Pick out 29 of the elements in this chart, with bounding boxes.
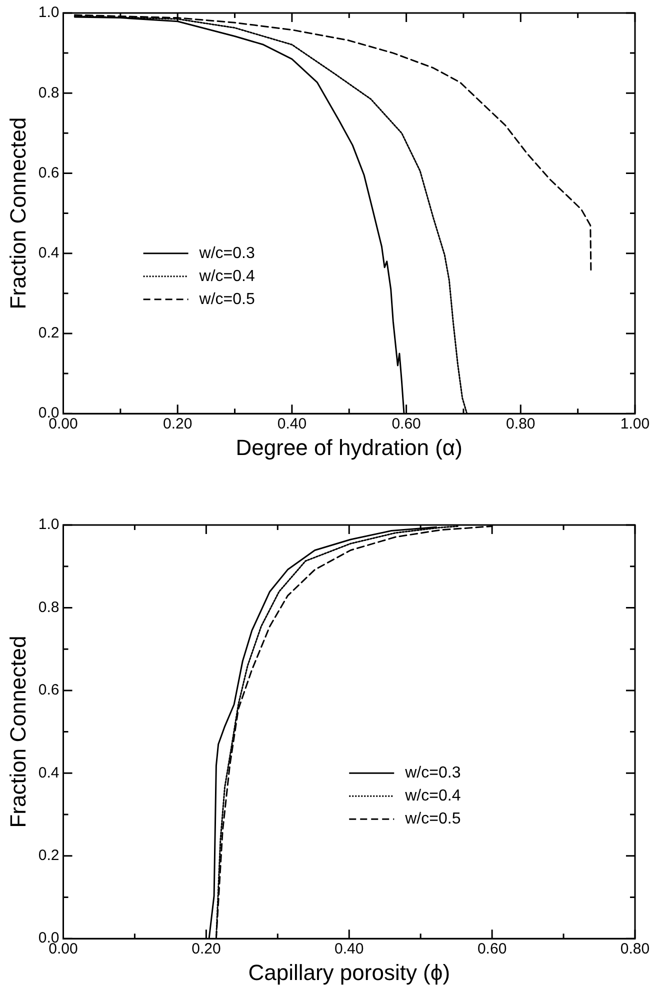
x-tick-label: 0.20: [163, 416, 192, 433]
y-axis-title: Fraction Connected: [5, 117, 30, 310]
y-tick-label: 0.6: [38, 682, 60, 699]
x-tick-label: 0.80: [620, 940, 650, 958]
y-tick-label: 1.0: [38, 516, 60, 534]
x-tick-label: 0.80: [506, 416, 536, 433]
x-tick-label: 0.60: [477, 940, 507, 958]
y-tick-label: 0.8: [38, 84, 60, 102]
y-tick-label: 0.8: [38, 598, 60, 616]
legend-label: w/c=0.4: [404, 788, 461, 805]
legend-label: w/c=0.5: [404, 810, 461, 828]
x-tick-label: 0.40: [334, 940, 364, 958]
y-tick-label: 0.2: [38, 847, 60, 864]
legend-label: w/c=0.5: [198, 290, 255, 308]
x-tick-label: 0.40: [277, 416, 307, 433]
y-tick-label: 1.0: [38, 4, 60, 22]
legend-label: w/c=0.3: [404, 764, 461, 782]
legend-label: w/c=0.4: [198, 268, 255, 285]
y-tick-label: 0.6: [38, 164, 60, 182]
y-tick-label: 0.4: [38, 764, 60, 782]
x-tick-label: 0.20: [192, 940, 221, 958]
x-axis-title: Capillary porosity (ϕ): [248, 960, 450, 985]
x-tick-label: 1.00: [620, 416, 650, 433]
y-tick-label: 0.2: [38, 324, 60, 342]
y-axis-title: Fraction Connected: [5, 636, 30, 828]
x-axis-title: Degree of hydration (α): [236, 434, 462, 460]
legend-label: w/c=0.3: [198, 244, 255, 262]
x-tick-label: 0.60: [392, 416, 421, 433]
y-tick-label: 0.4: [38, 244, 60, 262]
